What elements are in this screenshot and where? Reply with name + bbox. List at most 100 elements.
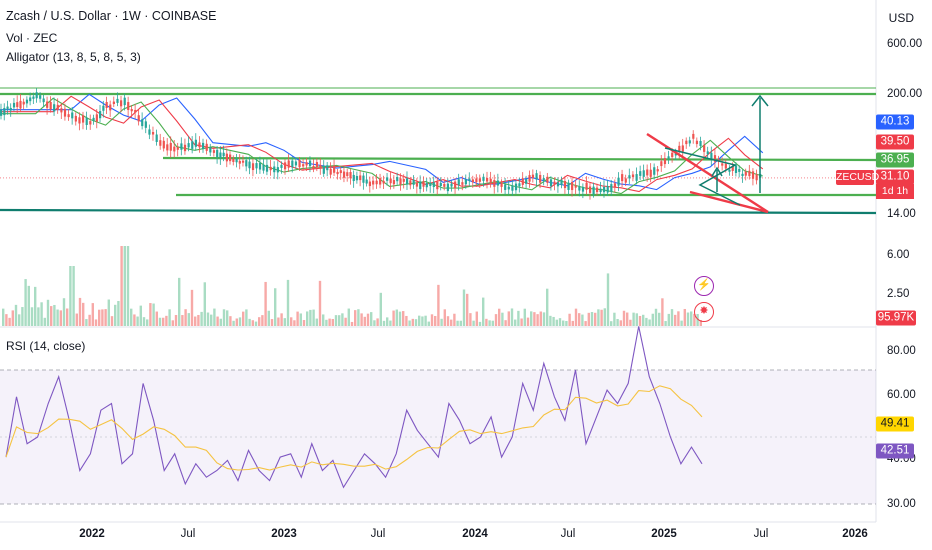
volume-bar [37, 307, 40, 326]
rsi-tick: 80.00 [887, 345, 916, 357]
volume-bar [440, 318, 443, 326]
candle-body [436, 181, 439, 190]
candle-body [581, 186, 585, 192]
candle-body [546, 176, 549, 183]
candle-body [496, 180, 500, 186]
volume-indicator-label[interactable]: Vol · ZEC [6, 31, 58, 45]
volume-bar [610, 321, 613, 326]
candle-body [130, 109, 133, 112]
rsi-indicator-label[interactable]: RSI (14, close) [6, 339, 86, 353]
volume-bar [690, 311, 693, 326]
volume-bar [149, 303, 152, 326]
volume-bar [200, 311, 203, 326]
candle-body [475, 178, 478, 183]
rsi-value-tag: 42.51 [876, 443, 914, 459]
volume-bar [203, 282, 206, 326]
candle-body [180, 143, 183, 150]
wedge-lower-line [689, 190, 769, 214]
candle-body [656, 169, 659, 172]
volume-bar [389, 320, 392, 326]
volume-bar [30, 307, 34, 326]
volume-bar [632, 312, 635, 326]
candle-body [748, 170, 751, 177]
candle-body [159, 140, 162, 146]
candle-body [25, 99, 29, 104]
candle-body [710, 152, 713, 160]
candle-body [222, 152, 225, 157]
candle-body [606, 185, 609, 193]
price-tick: 200.00 [887, 88, 923, 100]
candle-body [549, 179, 553, 187]
candle-body [241, 160, 245, 163]
candle-body [628, 175, 631, 179]
candle-body [71, 112, 74, 119]
volume-bar [523, 308, 526, 326]
volume-bar [555, 319, 558, 326]
volume-bar [386, 317, 389, 326]
flag-icon[interactable]: ✸ [694, 302, 714, 322]
candle-body [35, 92, 38, 99]
volume-bar [267, 310, 270, 326]
candle-body [734, 165, 738, 173]
candle-body [699, 140, 702, 146]
candle-body [478, 178, 481, 182]
level-line-base [0, 208, 877, 215]
volume-bar [27, 285, 30, 326]
candle-body [362, 175, 365, 183]
price-tick: 6.00 [887, 249, 910, 261]
candle-body [245, 160, 248, 167]
volume-bar [536, 314, 539, 326]
volume-value-tag: 95.97K [876, 310, 916, 326]
volume-bar [462, 289, 466, 326]
candle-body [755, 174, 758, 181]
candle-body [148, 129, 151, 135]
candle-body [291, 160, 294, 168]
volume-bar [680, 320, 683, 326]
alligator-indicator-label[interactable]: Alligator (13, 8, 5, 8, 5, 3) [6, 50, 141, 64]
target-arrow-head [751, 94, 769, 107]
volume-bar [229, 316, 232, 326]
volume-bar [53, 304, 56, 326]
volume-bar [424, 315, 427, 326]
candle-body [12, 102, 16, 108]
candle-body [302, 164, 305, 167]
symbol-title[interactable]: Zcash / U.S. Dollar · 1W · COINBASE [6, 9, 217, 23]
volume-bar [328, 318, 331, 326]
volume-bar [520, 318, 523, 326]
volume-bar [571, 320, 574, 326]
volume-bar [302, 320, 306, 326]
volume-bar [222, 309, 226, 326]
lightning-icon[interactable]: ⚡ [694, 276, 714, 296]
volume-bar [530, 311, 533, 326]
volume-bar [181, 315, 184, 326]
volume-bar [517, 310, 520, 326]
volume-bar [8, 317, 11, 326]
time-tick: Jul [370, 528, 386, 540]
volume-bar [699, 320, 702, 326]
volume-bar [600, 309, 603, 326]
candle-body [169, 142, 172, 151]
volume-bar [430, 314, 434, 326]
currency-label[interactable]: USD [888, 11, 914, 25]
candle-body [454, 181, 457, 189]
volume-bar [24, 279, 27, 326]
candle-body [744, 171, 747, 176]
candle-body [386, 177, 389, 181]
candle-body [392, 180, 396, 185]
candle-body [751, 171, 755, 179]
volume-bar [184, 309, 187, 326]
candle-body [617, 177, 620, 186]
rsi-pane [0, 326, 876, 505]
candle-body [19, 100, 22, 109]
volume-bar [210, 314, 213, 326]
volume-bar [686, 312, 690, 326]
candle-body [493, 180, 496, 187]
candle-body [531, 174, 535, 179]
volume-bar [286, 279, 290, 326]
volume-bar [171, 320, 174, 326]
grid [0, 0, 877, 523]
volume-bar [693, 313, 696, 326]
candle-body [624, 178, 627, 183]
candle-body [99, 111, 102, 119]
